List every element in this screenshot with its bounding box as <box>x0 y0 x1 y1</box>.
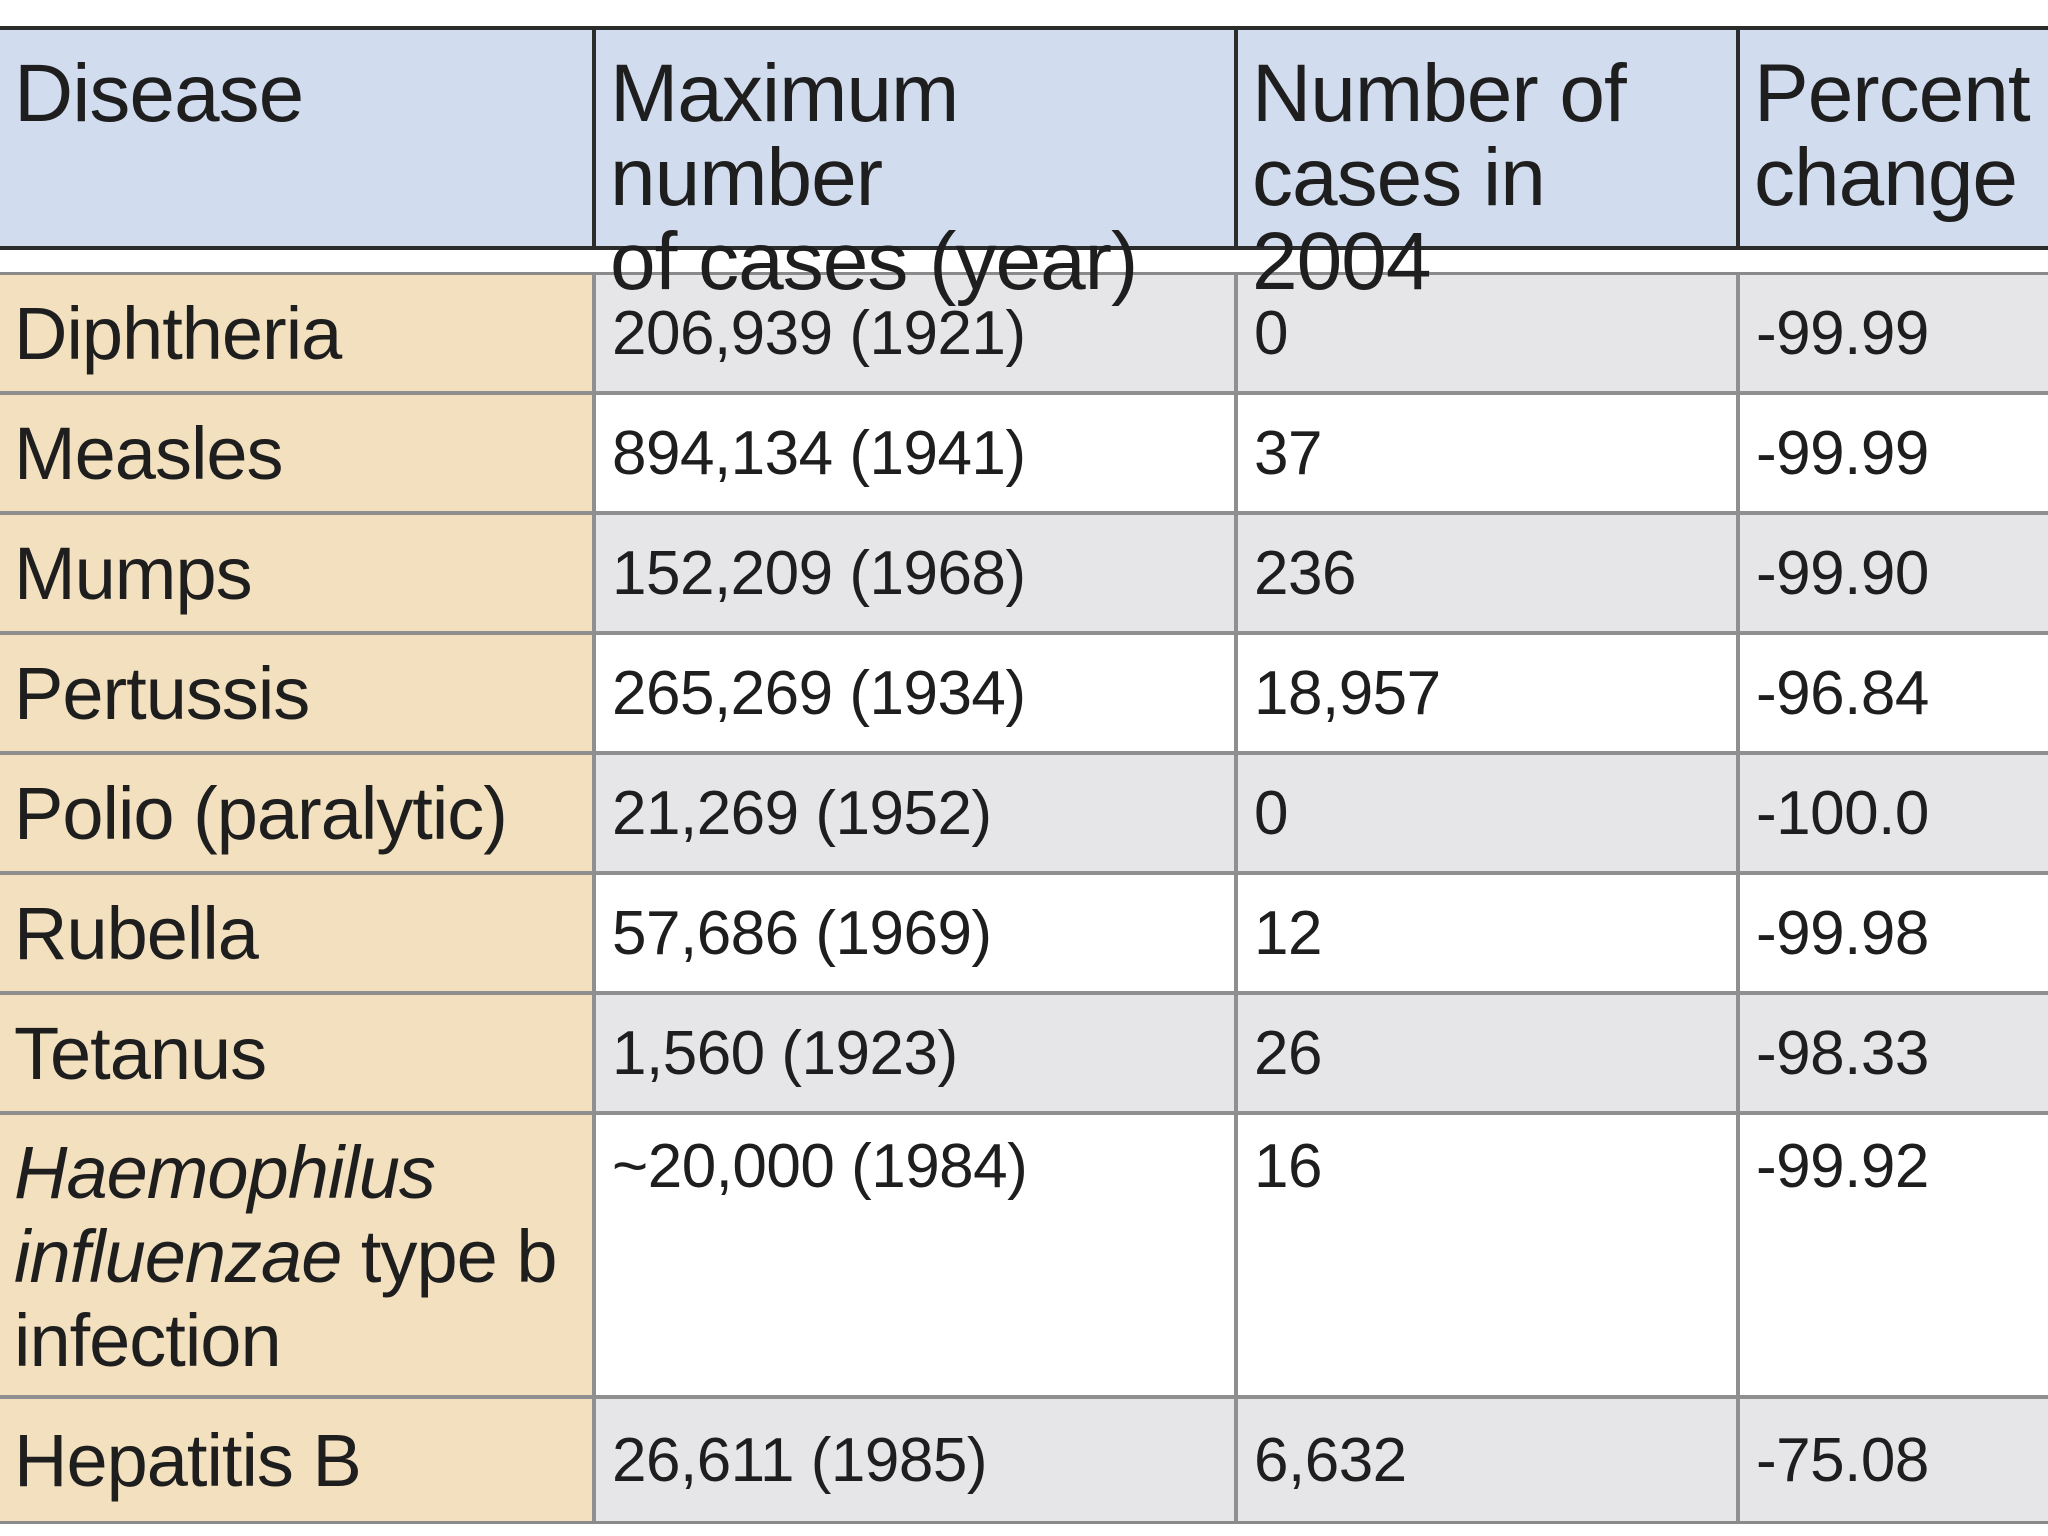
vaccine-disease-table: Disease Maximum number of cases (year) N… <box>0 26 2048 1524</box>
percent-change-cell: -99.99 <box>1740 395 2048 511</box>
table-row: Rubella 57,686 (1969) 12 -99.98 <box>0 875 2048 995</box>
max-cases-cell: 894,134 (1941) <box>596 395 1238 511</box>
cases-2004-cell: 0 <box>1238 755 1740 871</box>
disease-cell: Measles <box>0 395 596 511</box>
cases-2004-cell: 6,632 <box>1238 1399 1740 1521</box>
max-cases-cell: 206,939 (1921) <box>596 275 1238 391</box>
table-row: Hepatitis B 26,611 (1985) 6,632 -75.08 <box>0 1399 2048 1521</box>
table-header-row: Disease Maximum number of cases (year) N… <box>0 26 2048 304</box>
percent-change-cell: -98.33 <box>1740 995 2048 1111</box>
header-gap <box>0 250 2048 272</box>
percent-change-cell: -99.92 <box>1740 1115 2048 1395</box>
disease-cell: Tetanus <box>0 995 596 1111</box>
disease-name-italic-part2: influenzae <box>14 1215 342 1298</box>
percent-change-cell: -96.84 <box>1740 635 2048 751</box>
cases-2004-cell: 12 <box>1238 875 1740 991</box>
percent-change-cell: -75.08 <box>1740 1399 2048 1521</box>
disease-name-line3: infection <box>14 1299 282 1382</box>
cases-2004-cell: 236 <box>1238 515 1740 631</box>
disease-cell: Hepatitis B <box>0 1399 596 1521</box>
max-cases-cell: 1,560 (1923) <box>596 995 1238 1111</box>
disease-name-suffix: type b <box>341 1215 558 1298</box>
disease-cell: Haemophilus influenzae type b infection <box>0 1115 596 1395</box>
percent-change-cell: -99.98 <box>1740 875 2048 991</box>
max-cases-cell: 265,269 (1934) <box>596 635 1238 751</box>
header-cases-2004: Number of cases in 2004 <box>1238 30 1740 304</box>
table-row: Polio (paralytic) 21,269 (1952) 0 -100.0 <box>0 755 2048 875</box>
table-row: Haemophilus influenzae type b infection … <box>0 1115 2048 1399</box>
table-row: Diphtheria 206,939 (1921) 0 -99.99 <box>0 275 2048 395</box>
cases-2004-cell: 37 <box>1238 395 1740 511</box>
percent-change-cell: -100.0 <box>1740 755 2048 871</box>
max-cases-cell: ~20,000 (1984) <box>596 1115 1238 1395</box>
table-row: Pertussis 265,269 (1934) 18,957 -96.84 <box>0 635 2048 755</box>
disease-name-italic-part1: Haemophilus <box>14 1131 436 1214</box>
max-cases-cell: 21,269 (1952) <box>596 755 1238 871</box>
cases-2004-cell: 0 <box>1238 275 1740 391</box>
table-row: Tetanus 1,560 (1923) 26 -98.33 <box>0 995 2048 1115</box>
cases-2004-cell: 26 <box>1238 995 1740 1111</box>
disease-cell: Polio (paralytic) <box>0 755 596 871</box>
table-row: Measles 894,134 (1941) 37 -99.99 <box>0 395 2048 515</box>
disease-cell: Diphtheria <box>0 275 596 391</box>
percent-change-cell: -99.90 <box>1740 515 2048 631</box>
cases-2004-cell: 16 <box>1238 1115 1740 1395</box>
cases-2004-cell: 18,957 <box>1238 635 1740 751</box>
header-percent-change: Percent change <box>1754 48 2031 223</box>
max-cases-cell: 152,209 (1968) <box>596 515 1238 631</box>
header-maximum-cases: Maximum number of cases (year) <box>596 30 1238 304</box>
header-disease: Disease <box>0 30 596 246</box>
percent-change-cell: -99.99 <box>1740 275 2048 391</box>
max-cases-cell: 26,611 (1985) <box>596 1399 1238 1521</box>
disease-cell: Rubella <box>0 875 596 991</box>
table-row: Mumps 152,209 (1968) 236 -99.90 <box>0 515 2048 635</box>
max-cases-cell: 57,686 (1969) <box>596 875 1238 991</box>
disease-cell: Mumps <box>0 515 596 631</box>
table-body: Diphtheria 206,939 (1921) 0 -99.99 Measl… <box>0 272 2048 1524</box>
disease-cell: Pertussis <box>0 635 596 751</box>
